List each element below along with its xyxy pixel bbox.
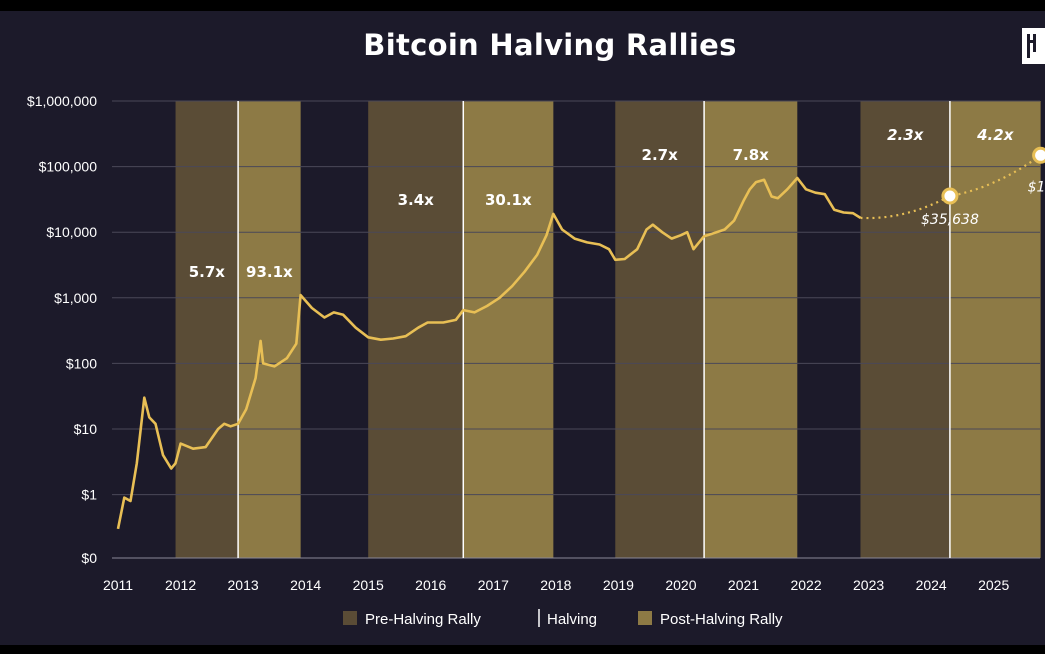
rally-multiple-label: 7.8x: [733, 146, 770, 164]
x-tick-label: 2023: [853, 577, 884, 593]
projection-line: [860, 154, 1042, 220]
rally-band-post: [238, 101, 301, 558]
x-tick-label: 2018: [540, 577, 571, 593]
y-tick-label: $100: [66, 355, 97, 371]
y-tick-label: $10: [74, 421, 98, 437]
rally-band-pre: [860, 101, 950, 558]
x-tick-label: 2020: [665, 577, 696, 593]
projection-label: $35,638: [921, 212, 979, 228]
rally-multiple-label: 30.1x: [485, 191, 532, 209]
rally-multiple-label: 4.2x: [976, 126, 1015, 144]
x-tick-label: 2024: [916, 577, 947, 593]
x-tick-label: 2022: [790, 577, 821, 593]
rally-band-post: [949, 101, 1041, 558]
rally-multiple-label: 93.1x: [246, 263, 293, 281]
projection-point: [941, 187, 959, 205]
legend-swatch-post: [638, 611, 652, 625]
legend-label: Halving: [547, 611, 597, 628]
legend-label: Post-Halving Rally: [660, 611, 783, 628]
rally-band-post: [463, 101, 554, 558]
rally-band-pre: [175, 101, 239, 558]
rally-band-pre: [615, 101, 705, 558]
projection-point: [1032, 146, 1045, 164]
rally-multiple-label: 2.7x: [642, 146, 679, 164]
y-tick-label: $100,000: [39, 159, 98, 175]
x-tick-label: 2016: [415, 577, 446, 593]
price-line: [116, 176, 862, 530]
chart-title: Bitcoin Halving Rallies: [363, 28, 737, 62]
rally-multiple-label: 3.4x: [398, 191, 435, 209]
y-tick-label: $1: [81, 487, 97, 503]
x-tick-label: 2019: [603, 577, 634, 593]
x-tick-label: 2012: [165, 577, 196, 593]
legend-label: Pre-Halving Rally: [365, 611, 481, 628]
projection-label: $148,683: [1028, 179, 1045, 195]
x-tick-label: 2017: [478, 577, 509, 593]
rally-multiple-label: 2.3x: [887, 126, 925, 144]
x-tick-label: 2015: [353, 577, 384, 593]
y-tick-label: $0: [81, 550, 97, 566]
y-tick-label: $1,000: [54, 290, 97, 306]
x-tick-label: 2013: [228, 577, 259, 593]
legend-swatch-pre: [343, 611, 357, 625]
y-tick-label: $10,000: [46, 224, 97, 240]
rally-band-post: [704, 101, 798, 558]
x-tick-label: 2025: [978, 577, 1009, 593]
x-tick-label: 2011: [103, 577, 133, 593]
y-tick-label: $1,000,000: [27, 93, 97, 109]
x-tick-label: 2021: [728, 577, 759, 593]
x-tick-label: 2014: [290, 577, 321, 593]
rally-multiple-label: 5.7x: [189, 263, 226, 281]
logo-icon: [1022, 28, 1045, 64]
